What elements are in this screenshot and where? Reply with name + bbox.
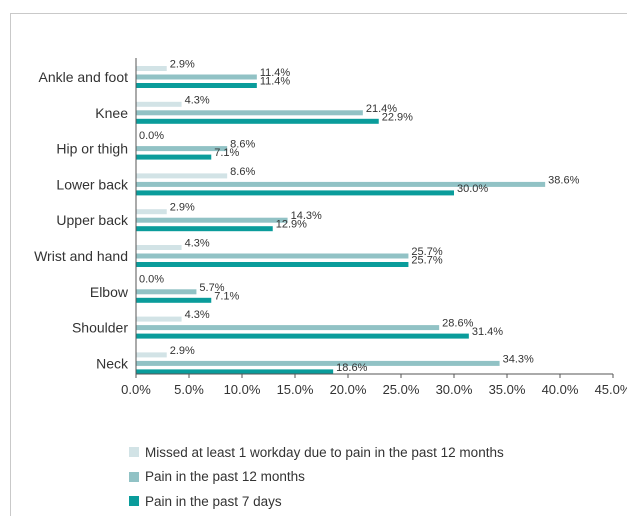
data-label-hip-or-thigh-series-1: 0.0% bbox=[139, 130, 164, 142]
x-tick-label-5: 25.0% bbox=[383, 382, 420, 397]
category-label-upper-back: Upper back bbox=[56, 212, 129, 228]
x-tick-label-4: 20.0% bbox=[330, 382, 367, 397]
bar-elbow-series-3 bbox=[136, 297, 212, 303]
bar-lower-back-series-2 bbox=[136, 181, 546, 187]
bar-knee-series-3 bbox=[136, 118, 379, 124]
legend-swatch-2 bbox=[129, 471, 139, 482]
legend-label-3: Pain in the past 7 days bbox=[145, 493, 282, 509]
bar-hip-or-thigh-series-3 bbox=[136, 154, 212, 160]
data-label-ankle-and-foot-series-3: 11.4% bbox=[260, 76, 291, 88]
data-label-wrist-and-hand-series-1: 4.3% bbox=[185, 238, 210, 250]
data-labels: 2.9%11.4%11.4%4.3%21.4%22.9%0.0%8.6%7.1%… bbox=[139, 59, 580, 374]
bar-ankle-and-foot-series-2 bbox=[136, 74, 257, 80]
bar-elbow-series-2 bbox=[136, 289, 197, 295]
legend: Missed at least 1 workday due to pain in… bbox=[129, 440, 504, 514]
data-label-elbow-series-3: 7.1% bbox=[214, 290, 239, 302]
category-label-knee: Knee bbox=[95, 105, 128, 121]
data-label-neck-series-2: 34.3% bbox=[503, 353, 534, 365]
bar-knee-series-1 bbox=[136, 101, 182, 107]
data-label-upper-back-series-2: 14.3% bbox=[291, 210, 322, 222]
bar-wrist-and-hand-series-2 bbox=[136, 253, 409, 259]
category-label-wrist-and-hand: Wrist and hand bbox=[34, 248, 128, 264]
legend-item-2: Pain in the past 12 months bbox=[129, 465, 504, 490]
data-label-ankle-and-foot-series-2: 11.4% bbox=[260, 67, 291, 79]
data-label-upper-back-series-3: 12.9% bbox=[276, 219, 307, 231]
bar-shoulder-series-3 bbox=[136, 333, 469, 339]
legend-label-1: Missed at least 1 workday due to pain in… bbox=[145, 444, 504, 460]
data-label-elbow-series-2: 5.7% bbox=[199, 282, 224, 294]
data-label-shoulder-series-1: 4.3% bbox=[185, 309, 210, 321]
data-label-wrist-and-hand-series-2: 25.7% bbox=[411, 246, 442, 258]
bar-lower-back-series-3 bbox=[136, 190, 454, 196]
bars bbox=[136, 66, 546, 375]
bar-upper-back-series-2 bbox=[136, 217, 288, 223]
category-label-hip-or-thigh: Hip or thigh bbox=[56, 141, 128, 157]
bar-ankle-and-foot-series-3 bbox=[136, 83, 257, 88]
data-label-upper-back-series-1: 2.9% bbox=[170, 202, 195, 214]
data-label-knee-series-1: 4.3% bbox=[185, 94, 210, 106]
x-tick-label-8: 40.0% bbox=[542, 382, 579, 397]
x-tick-label-9: 45.0% bbox=[595, 382, 627, 397]
bar-chart: Ankle and foot Knee Hip or thigh Lower back… bbox=[34, 58, 627, 397]
x-tick-label-6: 30.0% bbox=[436, 382, 473, 397]
chart-frame: Ankle and foot Knee Hip or thigh Lower back… bbox=[10, 13, 627, 516]
category-label-shoulder: Shoulder bbox=[72, 320, 128, 336]
data-label-hip-or-thigh-series-2: 8.6% bbox=[230, 139, 255, 151]
bar-neck-series-3 bbox=[136, 369, 334, 375]
data-label-shoulder-series-2: 28.6% bbox=[442, 318, 473, 330]
bar-hip-or-thigh-series-2 bbox=[136, 146, 228, 152]
category-labels: Ankle and foot Knee Hip or thigh Lower back… bbox=[34, 69, 129, 371]
data-label-knee-series-3: 22.9% bbox=[382, 111, 413, 123]
category-label-ankle-and-foot: Ankle and foot bbox=[38, 69, 128, 85]
bar-lower-back-series-1 bbox=[136, 173, 228, 179]
legend-swatch-3 bbox=[129, 496, 139, 507]
category-label-lower-back: Lower back bbox=[56, 176, 129, 192]
category-label-elbow: Elbow bbox=[90, 284, 129, 300]
data-label-lower-back-series-1: 8.6% bbox=[230, 166, 255, 178]
category-label-neck: Neck bbox=[96, 355, 129, 371]
x-tick-label-7: 35.0% bbox=[489, 382, 526, 397]
data-label-hip-or-thigh-series-3: 7.1% bbox=[214, 147, 239, 159]
bar-ankle-and-foot-series-1 bbox=[136, 66, 167, 71]
data-label-neck-series-1: 2.9% bbox=[170, 345, 195, 357]
data-label-neck-series-3: 18.6% bbox=[336, 362, 367, 374]
data-label-shoulder-series-3: 31.4% bbox=[472, 326, 503, 338]
x-tick-label-3: 15.0% bbox=[277, 382, 314, 397]
data-label-lower-back-series-3: 30.0% bbox=[457, 183, 488, 195]
legend-swatch-1 bbox=[129, 447, 139, 458]
bar-wrist-and-hand-series-1 bbox=[136, 245, 182, 250]
x-tick-label-2: 10.0% bbox=[224, 382, 261, 397]
legend-label-2: Pain in the past 12 months bbox=[145, 469, 305, 485]
data-label-knee-series-2: 21.4% bbox=[366, 103, 397, 115]
bar-neck-series-1 bbox=[136, 352, 167, 358]
legend-item-1: Missed at least 1 workday due to pain in… bbox=[129, 440, 504, 465]
bar-upper-back-series-3 bbox=[136, 226, 273, 232]
x-axis: 0.0% 5.0% 10.0% 15.0% 20.0% 25.0% 30.0% 35.0% 40… bbox=[121, 58, 627, 397]
data-label-ankle-and-foot-series-1: 2.9% bbox=[170, 59, 195, 71]
bar-shoulder-series-1 bbox=[136, 316, 182, 322]
x-tick-label-1: 5.0% bbox=[174, 382, 204, 397]
legend-item-3: Pain in the past 7 days bbox=[129, 489, 504, 514]
x-tick-label-0: 0.0% bbox=[121, 382, 151, 397]
data-label-elbow-series-1: 0.0% bbox=[139, 273, 164, 285]
bar-knee-series-2 bbox=[136, 110, 363, 116]
data-label-wrist-and-hand-series-3: 25.7% bbox=[411, 255, 442, 267]
bar-upper-back-series-1 bbox=[136, 209, 167, 215]
bar-wrist-and-hand-series-3 bbox=[136, 262, 409, 267]
bar-shoulder-series-2 bbox=[136, 325, 440, 331]
data-label-lower-back-series-2: 38.6% bbox=[548, 174, 579, 186]
bar-neck-series-2 bbox=[136, 360, 500, 366]
